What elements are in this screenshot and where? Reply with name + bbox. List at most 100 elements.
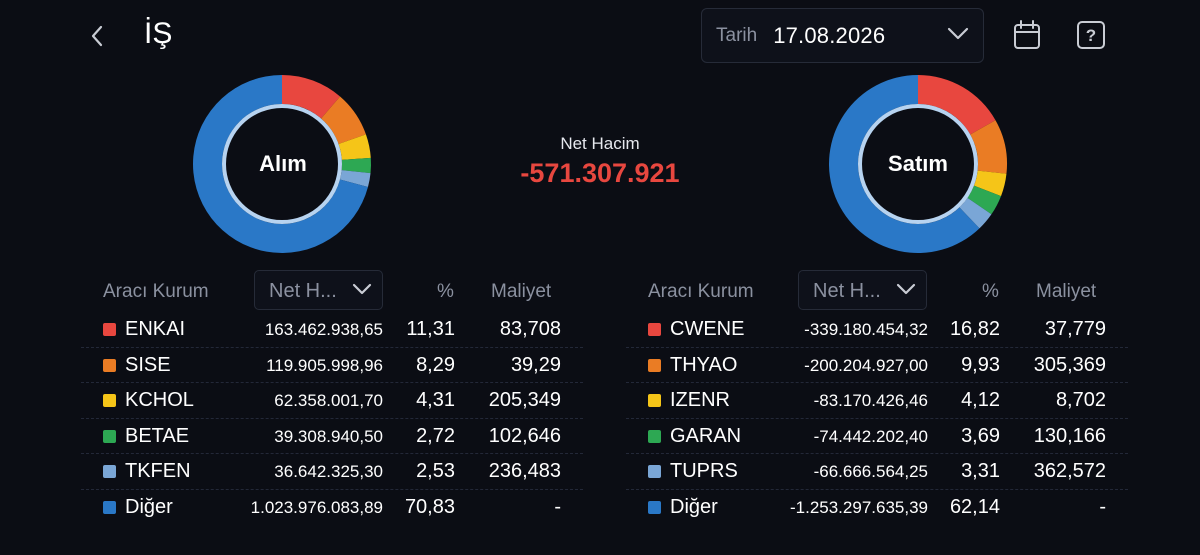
date-label: Tarih [716,24,758,46]
table-row[interactable]: TKFEN 36.642.325,30 2,53 236,483 [81,454,583,490]
donut-inner-ring [858,104,978,224]
table-row[interactable]: SISE 119.905.998,96 8,29 39,29 [81,348,583,384]
volume-cell: -83.170.426,46 [813,391,928,411]
pct-cell: 16,82 [949,318,1000,340]
symbol-cell: TKFEN [125,460,191,483]
volume-cell: -66.666.564,25 [813,462,928,482]
buy-table: Aracı Kurum Net H... % Maliyet ENKAI 163.… [81,270,583,526]
sell-donut-chart [829,75,1007,254]
table-row[interactable]: BETAE 39.308.940,50 2,72 102,646 [81,419,583,455]
donut-slice [339,170,371,188]
table-row[interactable]: KCHOL 62.358.001,70 4,31 205,349 [81,383,583,419]
volume-cell: 1.023.976.083,89 [250,497,383,517]
table-row[interactable]: IZENR -83.170.426,46 4,12 8,702 [626,383,1128,419]
color-swatch [648,323,661,336]
chevron-down-icon [352,283,372,295]
volume-cell: 39.308.940,50 [274,426,383,446]
color-swatch [648,500,661,514]
cost-cell: 39,29 [510,353,561,376]
cost-header: Maliyet [491,281,552,302]
sell-donut-label: Satım [888,151,948,176]
donut-slice [338,134,371,160]
cost-cell: - [554,495,561,518]
table-row[interactable]: TUPRS -66.666.564,25 3,31 362,572 [626,454,1128,490]
color-swatch [103,358,116,372]
buy-donut-chart [193,75,371,253]
donut-slice [321,96,366,145]
donut-slice [282,75,341,119]
net-volume-label: Net Hacim [560,134,640,153]
table-row[interactable]: GARAN -74.442.202,40 3,69 130,166 [626,419,1128,455]
color-swatch [103,465,116,479]
pct-cell: 62,14 [949,495,1000,518]
pct-cell: 9,93 [961,353,1000,376]
volume-cell: -74.442.202,40 [813,426,928,446]
donut-slice [967,185,1002,215]
sort-select[interactable]: Net H... [254,270,383,310]
color-swatch [648,394,661,408]
sell-table: Aracı Kurum Net H... % Maliyet CWENE -339… [626,270,1128,526]
color-swatch [648,465,661,479]
sort-select-value: Net H... [813,280,881,302]
pct-header: % [437,281,454,302]
calendar-icon [1014,20,1040,49]
date-select[interactable]: Tarih 17.08.2026 [701,8,984,63]
pct-cell: 11,31 [406,318,455,340]
symbol-cell: Diğer [670,495,718,518]
date-value: 17.08.2026 [773,22,886,48]
cost-cell: 37,779 [1044,318,1106,340]
buy-table-header: Aracı Kurum Net H... % Maliyet [81,270,583,312]
color-swatch [648,358,661,372]
volume-cell: 163.462.938,65 [264,320,383,339]
symbol-cell: IZENR [670,389,730,412]
symbol-cell: TUPRS [670,460,738,483]
sell-table-header: Aracı Kurum Net H... % Maliyet [626,270,1128,312]
table-row[interactable]: Diğer 1.023.976.083,89 70,83 - [81,490,583,526]
symbol-cell: GARAN [670,424,742,447]
donut-slice [829,75,980,254]
symbol-cell: KCHOL [125,389,194,412]
pct-cell: 8,29 [416,353,455,376]
cost-cell: 362,572 [1033,460,1106,483]
back-button[interactable] [82,20,112,52]
pct-cell: 3,69 [961,424,1000,447]
symbol-cell: Diğer [125,495,173,518]
donut-inner-ring [222,104,342,224]
volume-cell: 36.642.325,30 [274,462,383,482]
color-swatch [103,394,116,408]
symbol-cell: CWENE [670,318,745,340]
symbol-cell: ENKAI [125,318,186,340]
cost-cell: 305,369 [1033,353,1106,376]
donut-slice [341,157,371,174]
donut-slice [193,75,368,253]
cost-cell: 205,349 [488,389,561,412]
pct-cell: 4,12 [961,389,1000,412]
calendar-button[interactable] [1012,19,1042,51]
donut-slice [970,120,1007,174]
help-button[interactable]: ? [1076,19,1106,51]
sort-select[interactable]: Net H... [798,270,927,310]
donut-slice [973,170,1007,197]
table-row[interactable]: THYAO -200.204.927,00 9,93 305,369 [626,348,1128,384]
table-row[interactable]: ENKAI 163.462.938,65 11,31 83,708 [81,312,583,348]
color-swatch [648,429,661,443]
volume-cell: 119.905.998,96 [266,355,383,375]
chevron-down-icon [947,27,969,40]
symbol-cell: BETAE [125,424,190,447]
page-title: İŞ [144,17,173,50]
volume-cell: 62.358.001,70 [274,391,383,411]
net-volume-value: -571.307.921 [520,158,680,188]
cost-cell: 130,166 [1033,424,1106,447]
volume-cell: -200.204.927,00 [804,355,928,375]
pct-cell: 2,72 [416,424,455,447]
cost-cell: 83,708 [499,318,561,340]
back-chevron-icon [91,25,103,47]
broker-header: Aracı Kurum [648,281,754,302]
table-row[interactable]: Diğer -1.253.297.635,39 62,14 - [626,490,1128,526]
table-row[interactable]: CWENE -339.180.454,32 16,82 37,779 [626,312,1128,348]
symbol-cell: SISE [125,353,171,376]
broker-header: Aracı Kurum [103,281,209,302]
pct-cell: 70,83 [404,495,455,518]
cost-cell: 236,483 [488,460,561,483]
color-swatch [103,429,116,443]
